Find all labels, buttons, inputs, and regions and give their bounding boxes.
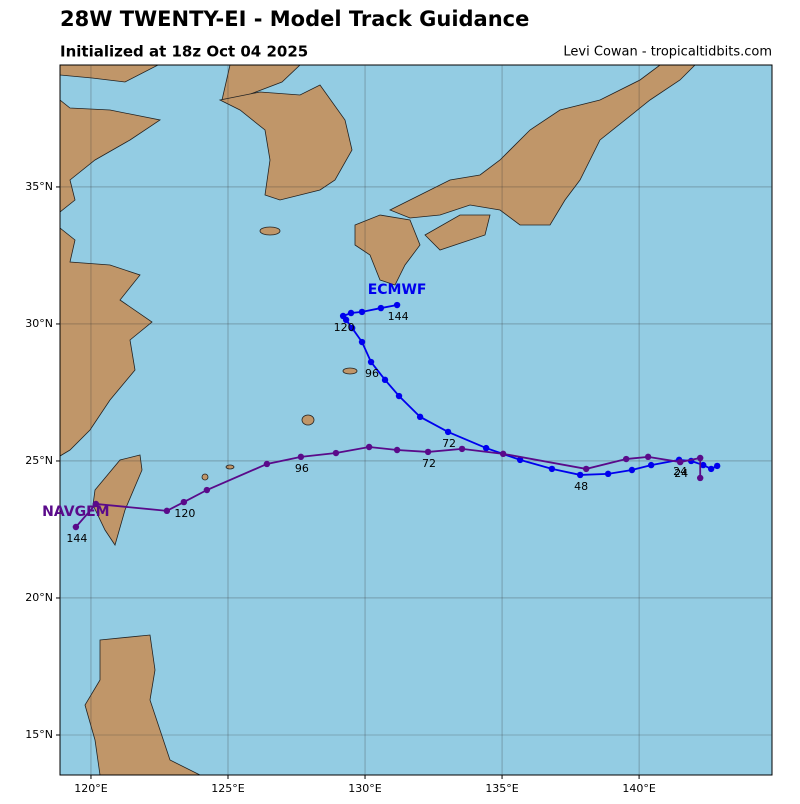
track-point [582,465,590,473]
y-tick-label: 15°N [25,728,53,741]
model-label: NAVGEM [42,504,109,520]
track-point [604,470,612,478]
track-point [367,358,375,366]
x-tick-label: 130°E [348,782,381,795]
hour-label: 120 [174,507,195,520]
hour-label: 96 [295,462,309,475]
track-point [180,498,188,506]
track-point [358,338,366,346]
track-point [358,308,366,316]
model-label: ECMWF [368,282,427,298]
credit: Levi Cowan - tropicaltidbits.com [563,45,772,60]
x-tick-label: 125°E [211,782,244,795]
hour-label: 144 [388,310,409,323]
y-tick-label: 20°N [25,591,53,604]
track-point [424,448,432,456]
x-tick-label: 140°E [622,782,655,795]
x-tick-label: 120°E [74,782,107,795]
track-point [499,450,507,458]
track-point [163,507,171,515]
track-point [444,428,452,436]
ocean [60,65,772,775]
track-point [393,301,401,309]
track-point [676,458,684,466]
track-point [700,461,707,469]
track-point [516,456,524,464]
frame [59,64,773,776]
hour-label: 48 [574,480,588,493]
track-point [696,454,704,462]
track-point [332,449,340,457]
hour-label: 72 [422,457,436,470]
track-point [395,392,403,400]
track-point [297,453,305,461]
track-point [482,444,490,452]
track-point [713,462,721,470]
hour-label: 24 [674,467,688,480]
track-point [203,486,211,494]
land [60,65,696,775]
track-point [628,466,636,474]
track-point [381,376,389,384]
y-tick-label: 30°N [25,317,53,330]
track-point [393,446,401,454]
track-point [696,474,704,482]
hour-label: 96 [365,367,379,380]
track-point [72,523,80,531]
track-point [576,471,584,479]
hour-label: 72 [442,437,456,450]
hour-label: 144 [66,532,87,545]
track-point [623,455,630,463]
track-point [647,461,655,469]
hour-label: 24 [673,465,687,478]
track-point [377,304,385,312]
track-point [458,445,466,453]
track-point [348,324,356,332]
track-point [92,500,100,508]
y-tick-label: 35°N [25,180,53,193]
track-point [707,465,715,473]
title: 28W TWENTY-EI - Model Track Guidance [60,7,529,31]
hour-label: 120 [334,321,355,334]
track-point [263,460,271,468]
track-point [416,413,424,421]
track-point [548,465,556,473]
track-point [644,453,652,461]
x-tick-label: 135°E [485,782,518,795]
track-point [347,309,355,317]
y-tick-label: 25°N [25,454,53,467]
subtitle: Initialized at 18z Oct 04 2025 [60,43,308,61]
track-point [339,312,347,320]
track-point [365,443,373,451]
